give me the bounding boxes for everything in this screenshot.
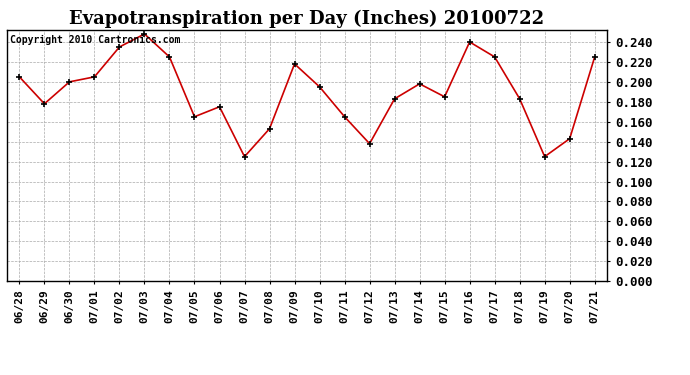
Title: Evapotranspiration per Day (Inches) 20100722: Evapotranspiration per Day (Inches) 2010… [70, 10, 544, 28]
Text: Copyright 2010 Cartronics.com: Copyright 2010 Cartronics.com [10, 35, 180, 45]
